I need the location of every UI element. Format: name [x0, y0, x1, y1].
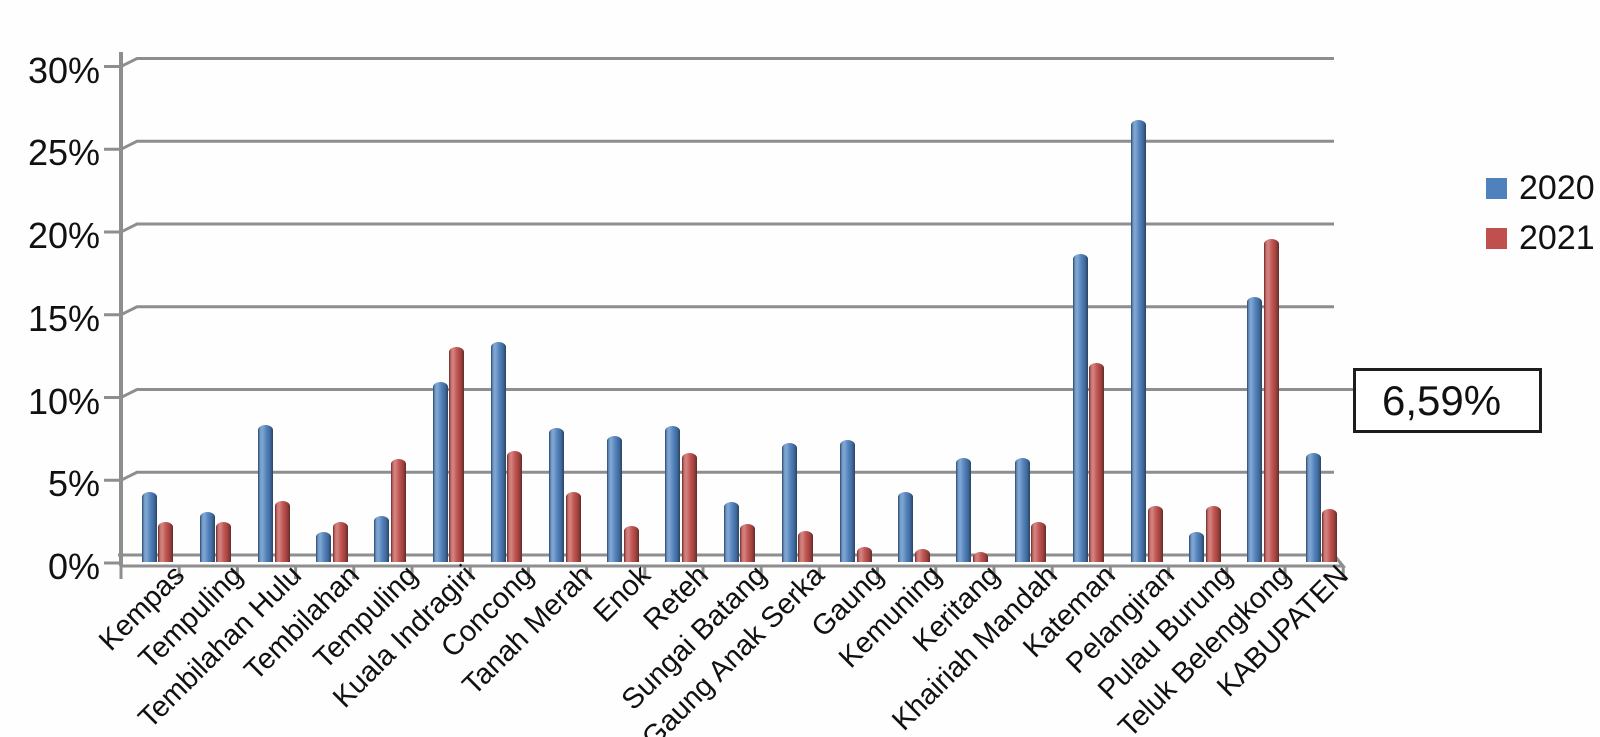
bar-2021-kateman	[1089, 363, 1105, 562]
bar-2020-kateman	[1072, 254, 1088, 562]
bar-2020-gaung-anak-serka	[781, 442, 797, 562]
y-axis-label-30: 30%	[27, 49, 100, 91]
bar-2021-tempuling	[390, 459, 406, 562]
bar-2020-gaung	[840, 439, 855, 562]
annotation-box: 6,59%	[1353, 368, 1542, 433]
bar-2020-kuala-indragiri	[432, 381, 448, 562]
y-axis-label-25: 25%	[27, 132, 100, 174]
legend-item-2020: 2020	[1486, 168, 1595, 208]
bar-2020-tempuling	[199, 512, 215, 562]
bar-2020-reteh	[665, 426, 681, 562]
legend-label-2021: 2021	[1519, 218, 1595, 257]
bar-2021-gaung-anak-serka	[798, 530, 814, 562]
bar-2021-khairiah-mandah	[1031, 522, 1047, 562]
bar-2021-tembilahan-hulu	[274, 500, 290, 562]
bar-2020-pelangiran	[1131, 120, 1146, 562]
bar-2021-keritang	[972, 552, 988, 562]
bar-2020-tembilahan-hulu	[258, 424, 273, 562]
bar-2020-keritang	[956, 457, 972, 562]
bar-2020-khairiah-mandah	[1014, 457, 1030, 562]
y-axis-label-0: 0%	[47, 546, 100, 587]
bar-2021-concong	[507, 451, 523, 562]
legend-swatch-2020-icon	[1486, 177, 1507, 199]
bar-2021-tanah-merah	[565, 492, 581, 562]
annotation-text: 6,59%	[1382, 376, 1502, 424]
bar-2020-sungai-batang	[723, 502, 739, 562]
bar-2021-kuala-indragiri	[449, 346, 465, 562]
bar-2020-kabupaten	[1305, 452, 1321, 562]
bar-2021-enok	[623, 525, 639, 562]
bar-2021-kempas	[158, 522, 174, 562]
bar-2021-pulau-burung	[1205, 505, 1221, 562]
legend-swatch-2021-icon	[1486, 227, 1507, 249]
bar-2020-teluk-belengkong	[1247, 297, 1263, 562]
bar-2021-tembilahan	[332, 522, 348, 562]
bar-2021-tempuling	[216, 522, 232, 562]
bar-2021-sungai-batang	[740, 523, 756, 562]
bar-2021-teluk-belengkong	[1263, 239, 1279, 562]
bar-2020-kemuning	[898, 492, 914, 562]
bar-2020-enok	[607, 436, 623, 562]
bar-2020-concong	[490, 341, 506, 562]
bar-2020-kempas	[141, 492, 157, 562]
bar-2020-tanah-merah	[549, 427, 564, 562]
bar-2020-tembilahan	[316, 532, 332, 562]
bar-2020-pulau-burung	[1189, 532, 1205, 562]
bar-2021-kemuning	[914, 548, 930, 562]
legend-item-2021: 2021	[1486, 218, 1595, 258]
bar-2020-tempuling	[374, 515, 390, 562]
y-axis-label-10: 10%	[27, 380, 100, 422]
bar-2021-kabupaten	[1322, 509, 1338, 562]
y-axis-label-20: 20%	[27, 215, 100, 256]
y-axis-label-15: 15%	[27, 297, 100, 339]
bar-2021-reteh	[681, 452, 697, 562]
legend-label-2020: 2020	[1519, 168, 1595, 207]
bar-2021-gaung	[856, 547, 872, 562]
bar-2021-pelangiran	[1147, 505, 1163, 562]
y-axis-label-5: 5%	[47, 463, 100, 505]
